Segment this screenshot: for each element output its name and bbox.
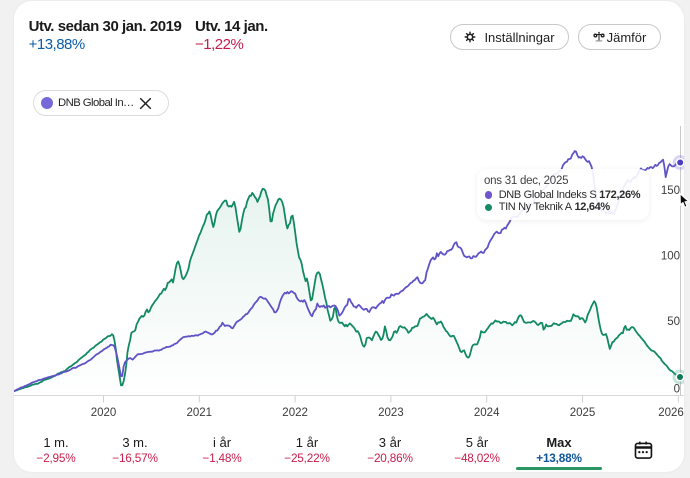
svg-text:2020: 2020 bbox=[91, 407, 117, 419]
svg-text:0: 0 bbox=[674, 384, 680, 396]
svg-text:50: 50 bbox=[667, 316, 680, 328]
svg-text:2026: 2026 bbox=[658, 407, 684, 419]
svg-text:2023: 2023 bbox=[378, 407, 404, 419]
svg-text:150: 150 bbox=[661, 185, 680, 197]
svg-text:2025: 2025 bbox=[570, 407, 596, 419]
svg-text:2024: 2024 bbox=[474, 407, 500, 419]
svg-text:100: 100 bbox=[661, 251, 680, 263]
svg-text:2021: 2021 bbox=[187, 407, 213, 419]
svg-text:2022: 2022 bbox=[282, 407, 308, 419]
